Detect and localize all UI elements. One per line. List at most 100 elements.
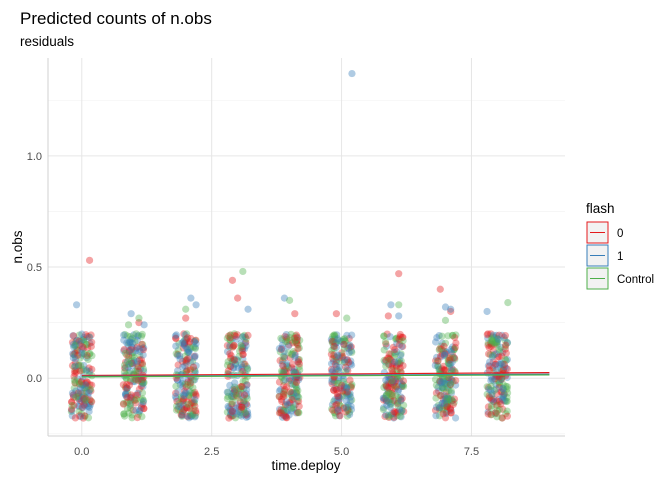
data-point (444, 394, 452, 402)
data-point (447, 367, 456, 375)
data-point (283, 363, 292, 371)
data-point (126, 400, 134, 408)
data-point (190, 391, 198, 399)
data-point (389, 343, 397, 351)
data-point (129, 362, 137, 370)
x-axis-title: time.deploy (271, 458, 340, 473)
data-point (243, 394, 251, 402)
data-point (330, 357, 338, 365)
data-point (283, 368, 291, 376)
data-point (387, 399, 395, 407)
data-point (277, 334, 285, 342)
data-point (84, 344, 92, 352)
data-point (397, 396, 405, 404)
data-point (74, 390, 82, 398)
data-point (492, 409, 500, 417)
data-point (386, 384, 394, 392)
data-point (277, 406, 285, 414)
data-point (447, 406, 455, 415)
data-point (230, 393, 238, 401)
data-point (450, 354, 458, 362)
data-point (492, 331, 501, 339)
data-point (176, 400, 185, 408)
data-point (294, 358, 302, 366)
data-point (380, 332, 388, 340)
data-point (487, 396, 495, 404)
data-point (484, 403, 492, 411)
data-point (328, 380, 336, 388)
data-point (341, 356, 349, 364)
data-point (240, 406, 248, 414)
data-point (139, 351, 147, 359)
data-point (343, 344, 352, 352)
data-point (186, 338, 194, 346)
data-point (334, 392, 342, 400)
data-point (396, 359, 404, 367)
data-point (285, 375, 293, 383)
data-point (190, 399, 199, 407)
data-point (86, 333, 94, 341)
data-point (240, 411, 248, 419)
data-point (391, 358, 399, 366)
data-point (125, 346, 133, 354)
data-point (440, 366, 448, 374)
data-point (342, 403, 350, 411)
data-point (123, 339, 131, 347)
data-point (76, 397, 84, 405)
outlier-point (244, 305, 252, 313)
data-point (228, 412, 236, 420)
data-point (234, 364, 242, 372)
data-point (243, 381, 251, 389)
data-point (287, 389, 295, 397)
data-point (438, 365, 446, 373)
data-point (121, 349, 129, 357)
data-point (281, 401, 290, 409)
data-point (339, 387, 347, 395)
data-point (238, 403, 246, 411)
data-point (121, 383, 129, 391)
data-point (80, 389, 88, 397)
data-point (484, 408, 492, 416)
data-point (492, 360, 500, 368)
data-point (88, 352, 96, 360)
data-point (494, 353, 502, 361)
data-point (128, 349, 137, 357)
data-point (175, 340, 183, 348)
data-point (399, 342, 407, 351)
data-point (442, 409, 450, 418)
data-point (136, 347, 144, 356)
data-point (288, 392, 296, 400)
data-point (76, 384, 84, 392)
data-point (332, 339, 340, 347)
data-point (280, 366, 288, 374)
data-point (443, 397, 451, 405)
data-point (398, 342, 406, 351)
data-point (228, 392, 236, 400)
data-point (499, 384, 507, 392)
data-point (73, 347, 81, 355)
data-point (338, 381, 346, 389)
data-point (135, 408, 143, 416)
data-point (79, 381, 87, 389)
data-point (279, 353, 287, 361)
data-point (278, 336, 286, 344)
data-point (393, 334, 401, 342)
data-point (444, 376, 452, 384)
data-point (397, 408, 405, 416)
data-point (80, 396, 88, 404)
data-point (332, 356, 340, 364)
data-point (179, 408, 187, 416)
data-point (343, 356, 351, 364)
data-point (187, 334, 195, 343)
data-point (497, 343, 505, 351)
data-point (447, 409, 455, 417)
data-point (75, 408, 83, 416)
data-point (75, 380, 83, 388)
data-point (379, 394, 387, 402)
data-point (439, 395, 447, 403)
outlier-point (85, 256, 94, 264)
data-point (495, 346, 503, 354)
data-point (385, 354, 393, 362)
data-point (446, 405, 455, 413)
data-point (244, 364, 252, 372)
